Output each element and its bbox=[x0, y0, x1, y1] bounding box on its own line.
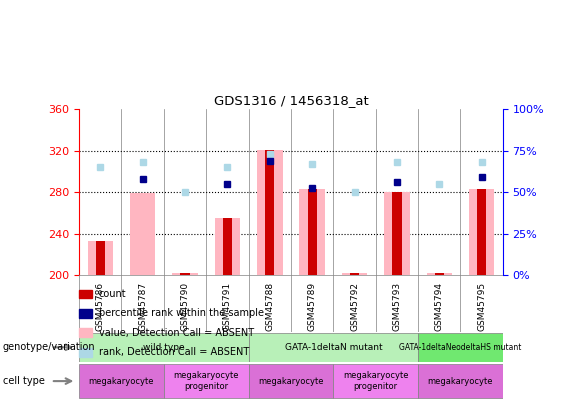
Text: GATA-1deltaNeodeltaHS mutant: GATA-1deltaNeodeltaHS mutant bbox=[399, 343, 521, 352]
Bar bbox=[469, 189, 494, 275]
FancyBboxPatch shape bbox=[79, 364, 164, 398]
Text: GSM45795: GSM45795 bbox=[477, 282, 486, 331]
Bar bbox=[350, 273, 359, 275]
Text: GSM45786: GSM45786 bbox=[96, 282, 105, 331]
Title: GDS1316 / 1456318_at: GDS1316 / 1456318_at bbox=[214, 94, 368, 107]
Bar bbox=[257, 150, 282, 275]
Bar bbox=[434, 273, 444, 275]
Bar bbox=[427, 273, 452, 275]
Text: megakaryocyte: megakaryocyte bbox=[428, 377, 493, 386]
FancyBboxPatch shape bbox=[164, 364, 249, 398]
Text: GSM45792: GSM45792 bbox=[350, 282, 359, 331]
FancyBboxPatch shape bbox=[418, 364, 503, 398]
Bar bbox=[342, 273, 367, 275]
Text: GATA-1deltaN mutant: GATA-1deltaN mutant bbox=[285, 343, 382, 352]
Text: megakaryocyte
progenitor: megakaryocyte progenitor bbox=[343, 371, 408, 391]
Bar bbox=[95, 241, 105, 275]
Bar bbox=[88, 241, 113, 275]
Bar bbox=[215, 218, 240, 275]
Text: GSM45791: GSM45791 bbox=[223, 282, 232, 331]
Bar bbox=[180, 273, 190, 275]
Text: count: count bbox=[99, 289, 127, 298]
Text: GSM45793: GSM45793 bbox=[393, 282, 401, 331]
Text: GSM45789: GSM45789 bbox=[308, 282, 316, 331]
FancyBboxPatch shape bbox=[418, 333, 503, 362]
FancyBboxPatch shape bbox=[249, 333, 418, 362]
Bar bbox=[265, 150, 275, 275]
Text: megakaryocyte: megakaryocyte bbox=[258, 377, 324, 386]
Text: cell type: cell type bbox=[3, 376, 45, 386]
Text: megakaryocyte: megakaryocyte bbox=[89, 377, 154, 386]
Bar bbox=[307, 189, 317, 275]
Text: wild type: wild type bbox=[143, 343, 185, 352]
Bar bbox=[172, 273, 198, 275]
Bar bbox=[477, 189, 486, 275]
Text: genotype/variation: genotype/variation bbox=[3, 342, 95, 352]
FancyBboxPatch shape bbox=[249, 364, 333, 398]
Bar bbox=[392, 192, 402, 275]
Text: percentile rank within the sample: percentile rank within the sample bbox=[99, 308, 264, 318]
FancyBboxPatch shape bbox=[79, 333, 249, 362]
Text: GSM45790: GSM45790 bbox=[181, 282, 189, 331]
Text: value, Detection Call = ABSENT: value, Detection Call = ABSENT bbox=[99, 328, 254, 337]
Bar bbox=[223, 218, 232, 275]
Text: GSM45794: GSM45794 bbox=[435, 282, 444, 331]
Bar bbox=[384, 192, 410, 275]
FancyBboxPatch shape bbox=[333, 364, 418, 398]
Bar bbox=[299, 189, 325, 275]
Text: GSM45788: GSM45788 bbox=[266, 282, 274, 331]
Bar bbox=[130, 194, 155, 275]
Text: GSM45787: GSM45787 bbox=[138, 282, 147, 331]
Text: rank, Detection Call = ABSENT: rank, Detection Call = ABSENT bbox=[99, 347, 249, 357]
Text: megakaryocyte
progenitor: megakaryocyte progenitor bbox=[173, 371, 239, 391]
